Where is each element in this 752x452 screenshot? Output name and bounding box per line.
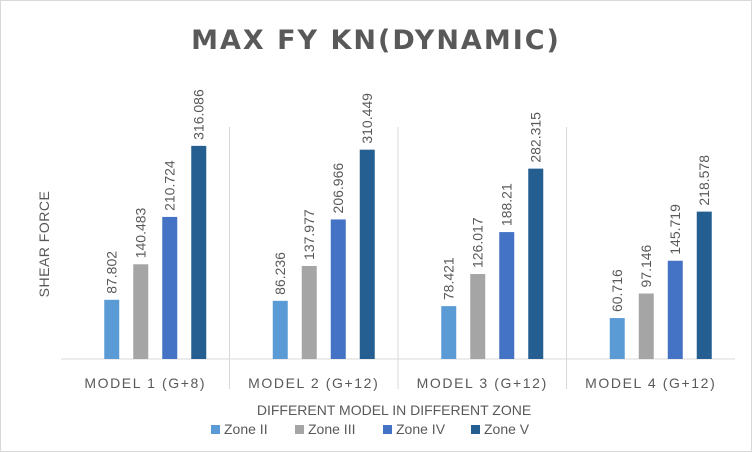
legend-label: Zone II [224,421,268,437]
chart-title: MAX FY KN(DYNAMIC) [191,25,561,56]
legend-label: Zone V [484,421,530,437]
legend-swatch [471,425,480,434]
bar-zone-v [528,168,544,359]
data-label: 137.977 [301,209,317,260]
bar-zone-iii [638,293,654,359]
bar-zone-iv [330,219,346,359]
bar-zone-v [359,149,375,359]
data-label: 210.724 [162,160,178,211]
data-label: 206.966 [330,163,346,214]
data-label: 86.236 [272,252,288,295]
data-label: 78.421 [441,257,457,300]
data-label: 87.802 [104,251,120,294]
bar-zone-v [191,145,207,359]
bar-zone-ii [104,299,120,359]
bar-zone-ii [609,318,625,359]
bar-zone-iv [667,260,683,359]
data-label: 316.086 [191,89,207,140]
legend-swatch [295,425,304,434]
category-label: MODEL 4 (G+12) [585,375,716,391]
category-label: MODEL 3 (G+12) [417,375,548,391]
y-axis-label: SHEAR FORCE [36,191,52,298]
data-label: 188.21 [499,183,515,226]
category-separators [229,127,567,389]
data-label: 218.578 [696,155,712,206]
value-labels-group: 87.802 140.483 210.724 316.086 86.236 137.977… [104,89,713,312]
legend-swatch [383,425,392,434]
bar-zone-ii [441,306,457,359]
data-label: 282.315 [528,112,544,163]
bar-zone-iv [499,232,515,359]
bar-zone-iii [470,274,486,359]
bar-zone-iii [301,265,317,359]
category-label: MODEL 1 (G+8) [84,375,206,391]
data-label: 126.017 [470,217,486,268]
legend: Zone II Zone III Zone IV Zone V [211,421,530,437]
bar-zone-iv [162,216,178,359]
category-label: MODEL 2 (G+12) [248,375,379,391]
data-label: 97.146 [638,244,654,287]
bar-zone-iii [133,264,149,359]
data-label: 140.483 [133,207,149,258]
bars-group [104,145,712,359]
data-label: 60.716 [609,269,625,312]
bar-zone-ii [272,300,288,359]
bar-zone-v [696,211,712,359]
legend-label: Zone III [308,421,355,437]
x-axis-label: DIFFERENT MODEL IN DIFFERENT ZONE [257,402,531,418]
legend-label: Zone IV [396,421,446,437]
category-labels-group: MODEL 1 (G+8) MODEL 2 (G+12) MODEL 3 (G+12… [84,375,716,391]
data-label: 310.449 [359,93,375,144]
legend-swatch [211,425,220,434]
data-label: 145.719 [667,204,683,255]
